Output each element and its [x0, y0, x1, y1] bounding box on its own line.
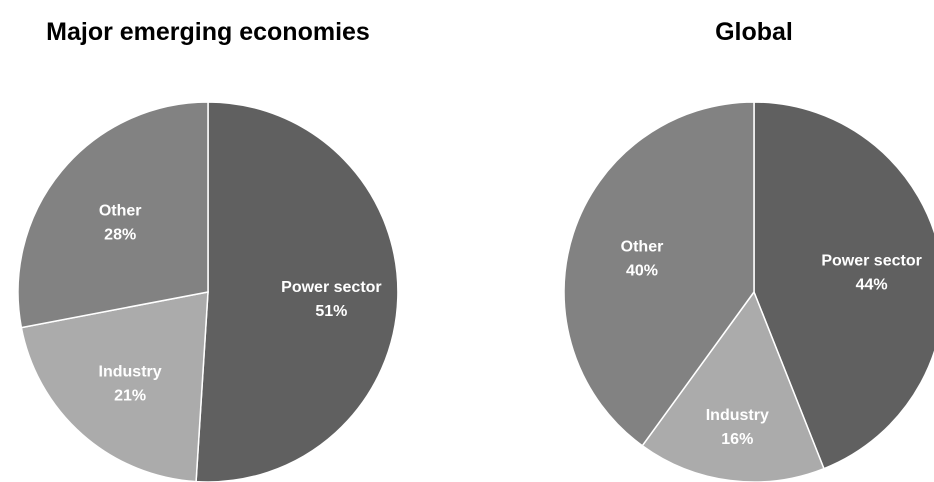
pie-slice-industry	[20, 291, 209, 482]
pie-slices	[17, 101, 399, 482]
pie-slices	[563, 101, 934, 482]
pie-slice-power-sector	[195, 101, 399, 482]
slice-label-other: Other 28%	[99, 202, 142, 243]
pie-chart-global: Global Power sector 44% Industry 16% Other 40…	[563, 18, 934, 482]
slice-label-name: Other	[99, 202, 142, 219]
slice-label-name: Industry	[706, 407, 769, 424]
slice-label-industry: Industry 21%	[99, 363, 162, 404]
slice-label-industry: Industry 16%	[706, 407, 769, 448]
slice-label-value: 16%	[721, 431, 753, 448]
chart-title-global: Global	[715, 18, 793, 46]
slice-label-name: Power sector	[281, 279, 381, 296]
chart-title-major-emerging-economies: Major emerging economies	[46, 18, 370, 46]
slice-label-power-sector: Power sector 44%	[821, 253, 921, 294]
slice-label-value: 21%	[114, 387, 146, 404]
pie-labels: Power sector 44% Industry 16% Other 40%	[621, 239, 922, 448]
pie-chart-major-emerging-economies: Major emerging economies Power sector 51%…	[17, 18, 399, 482]
pie-slice-power-sector	[753, 101, 934, 470]
slice-label-value: 28%	[104, 226, 136, 243]
slice-label-name: Other	[621, 239, 664, 256]
slice-label-value: 44%	[856, 277, 888, 294]
slice-label-value: 40%	[626, 263, 658, 280]
pie-slice-industry	[641, 290, 825, 482]
slice-label-power-sector: Power sector 51%	[281, 279, 381, 320]
pie-slice-other	[563, 101, 755, 447]
slice-label-name: Power sector	[821, 253, 921, 270]
slice-label-value: 51%	[315, 303, 347, 320]
pie-labels: Power sector 51% Industry 21% Other 28%	[99, 202, 382, 404]
slice-label-other: Other 40%	[621, 239, 664, 280]
pie-slice-other	[17, 101, 209, 329]
slice-label-name: Industry	[99, 363, 162, 380]
